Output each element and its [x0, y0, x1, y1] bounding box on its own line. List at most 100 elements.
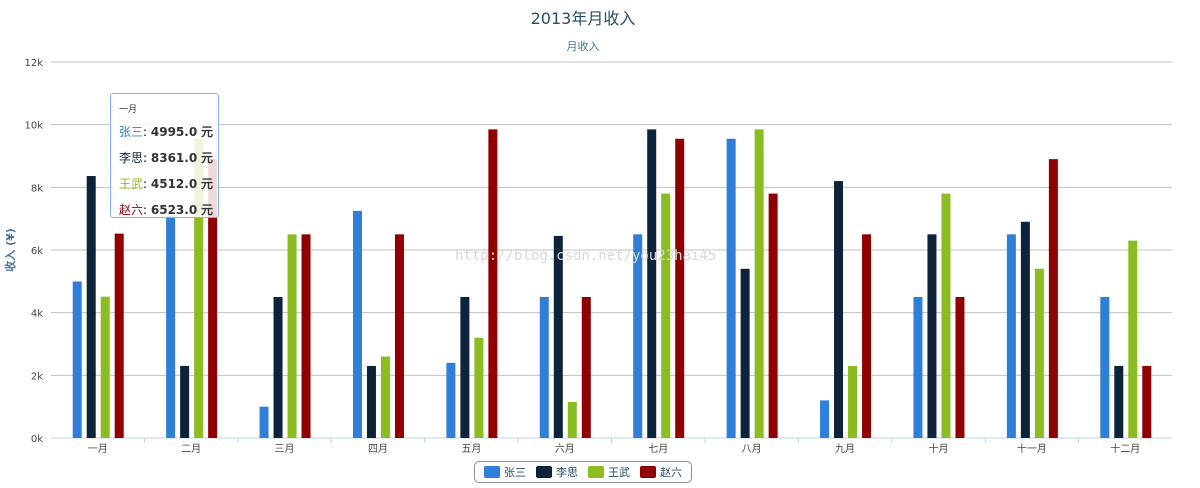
legend-swatch	[640, 466, 656, 478]
bar[interactable]	[301, 234, 311, 438]
legend-label: 王武	[608, 466, 630, 479]
tooltip: 一月 张三: 4995.0 元 李思: 8361.0 元 王武: 4512.0 …	[110, 93, 219, 218]
y-axis-ticks: 0k 2k 4k 6k 8k 10k 12k	[24, 58, 43, 445]
bar[interactable]	[72, 281, 82, 438]
tooltip-header: 一月	[119, 105, 138, 115]
tooltip-unit: 元	[201, 151, 214, 165]
legend-swatch	[588, 466, 604, 478]
bar[interactable]	[661, 193, 671, 438]
bar[interactable]	[1006, 234, 1016, 438]
bar[interactable]	[647, 129, 657, 438]
bar[interactable]	[539, 297, 549, 438]
bar[interactable]	[726, 138, 736, 438]
bar[interactable]	[352, 210, 362, 438]
bar[interactable]	[913, 297, 923, 438]
legend-swatch	[536, 466, 552, 478]
legend-item-zhangsan[interactable]: 张三	[484, 464, 526, 480]
bar[interactable]	[1020, 221, 1030, 438]
tooltip-row: 李思: 8361.0 元	[119, 151, 214, 165]
bar[interactable]	[1142, 365, 1152, 438]
bar[interactable]	[208, 159, 218, 438]
x-tick-label: 六月	[555, 443, 575, 455]
x-tick-label: 一月	[88, 443, 108, 455]
x-tick-label: 十月	[928, 442, 948, 455]
bar[interactable]	[1100, 297, 1110, 438]
y-tick-label: 8k	[31, 183, 43, 194]
bar[interactable]	[194, 138, 204, 438]
x-tick-label: 十二月	[1110, 442, 1140, 455]
bar[interactable]	[446, 362, 456, 438]
bar[interactable]	[955, 297, 965, 438]
bars	[72, 129, 1152, 439]
y-tick-label: 12k	[24, 58, 43, 69]
bar[interactable]	[740, 268, 750, 438]
bar[interactable]	[553, 235, 563, 438]
y-tick-label: 0k	[31, 434, 43, 445]
legend-item-lisi[interactable]: 李思	[536, 464, 578, 480]
tooltip-series-name: 张三	[119, 125, 144, 139]
tooltip-row: 王武: 4512.0 元	[119, 177, 214, 191]
bar[interactable]	[86, 176, 96, 438]
bar[interactable]	[834, 181, 844, 439]
bar[interactable]	[273, 297, 283, 438]
bar[interactable]	[1128, 240, 1138, 438]
bar[interactable]	[581, 297, 591, 438]
y-tick-label: 2k	[31, 371, 43, 382]
bar[interactable]	[927, 234, 937, 438]
x-tick-label: 三月	[275, 443, 295, 455]
legend-label: 赵六	[660, 466, 682, 479]
tooltip-series-name: 王武	[119, 177, 144, 191]
x-tick-label: 七月	[648, 443, 668, 455]
x-tick-label: 五月	[461, 443, 481, 455]
bar[interactable]	[474, 337, 484, 438]
bar[interactable]	[754, 129, 764, 438]
bar[interactable]	[180, 365, 190, 438]
bar[interactable]	[366, 365, 376, 438]
bar[interactable]	[768, 193, 778, 438]
bar[interactable]	[1048, 159, 1058, 438]
x-axis-ticks: 一月 二月 三月 四月 五月 六月 七月 八月 九月 十月 十一月 十二月	[88, 438, 1140, 455]
y-tick-label: 4k	[31, 309, 43, 320]
bar[interactable]	[114, 233, 124, 438]
bar[interactable]	[862, 234, 872, 438]
bar[interactable]	[1034, 268, 1044, 438]
tooltip-unit: 元	[201, 125, 214, 139]
bar[interactable]	[567, 401, 577, 438]
bar[interactable]	[259, 406, 269, 438]
bar[interactable]	[675, 138, 685, 438]
legend-item-zhaoliu[interactable]: 赵六	[640, 464, 682, 480]
bar[interactable]	[633, 234, 643, 438]
y-tick-label: 6k	[31, 246, 43, 257]
bar[interactable]	[460, 297, 470, 438]
x-tick-label: 二月	[181, 443, 201, 455]
tooltip-unit: 元	[201, 177, 214, 191]
x-tick-label: 十一月	[1017, 442, 1047, 455]
x-tick-label: 四月	[368, 443, 388, 455]
bar[interactable]	[488, 129, 498, 438]
y-tick-label: 10k	[24, 121, 43, 132]
bar[interactable]	[820, 400, 830, 438]
legend: 张三 李思 王武 赵六	[474, 461, 692, 483]
legend-item-wangwu[interactable]: 王武	[588, 464, 630, 480]
bar[interactable]	[394, 234, 404, 438]
x-tick-label: 八月	[742, 443, 762, 455]
bar[interactable]	[1114, 365, 1124, 438]
tooltip-series-name: 赵六	[119, 203, 144, 217]
bar[interactable]	[100, 296, 110, 438]
bar[interactable]	[287, 234, 297, 438]
tooltip-row: 赵六: 6523.0 元	[119, 203, 214, 217]
tooltip-row: 张三: 4995.0 元	[119, 125, 214, 139]
bar[interactable]	[848, 365, 858, 438]
legend-swatch	[484, 466, 500, 478]
chart-title: 2013年月收入	[531, 9, 636, 28]
bar[interactable]	[941, 193, 951, 438]
bar[interactable]	[380, 356, 390, 438]
tooltip-value: 4512.0	[150, 177, 198, 191]
legend-label: 张三	[504, 466, 526, 479]
grid-lines	[51, 61, 1172, 439]
bar[interactable]	[166, 215, 176, 438]
watermark: http://blog.csdn.net/you23hai45	[455, 248, 716, 264]
tooltip-unit: 元	[201, 203, 214, 217]
tooltip-series-name: 李思	[119, 151, 144, 165]
